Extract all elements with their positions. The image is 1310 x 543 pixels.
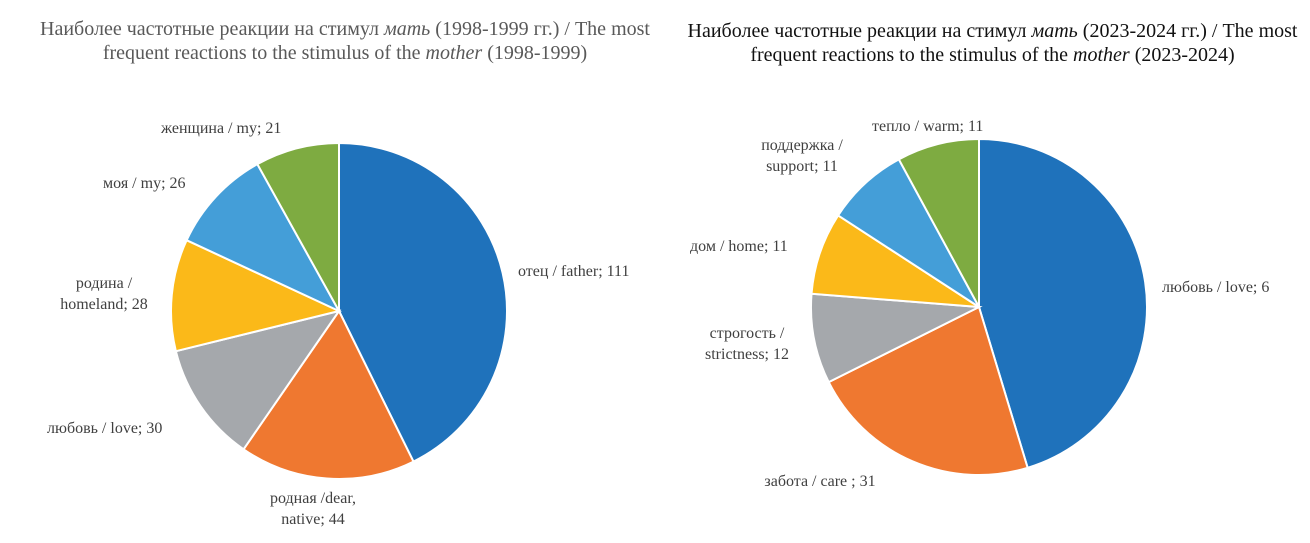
pie-slice [242, 309, 415, 480]
pie-slice [170, 238, 342, 353]
pie-slice [338, 141, 508, 463]
chart-title-2023: Наиболее частотные реакции на стимул мат… [685, 19, 1300, 67]
slice-label: забота / care ; 31 [764, 473, 875, 490]
slice-label: моя / my; 26 [103, 175, 186, 192]
pie-chart-2023: любовь / love; 6 забота / care ; 31 строго… [690, 118, 1269, 490]
pie-slice [978, 137, 1148, 470]
chart-title-part: мать [383, 18, 431, 40]
slice-label-line: strictness; 12 [705, 346, 789, 363]
pie-slice [810, 292, 983, 384]
chart-title-part: Наиболее частотные реакции на стимул [40, 18, 384, 40]
slice-label-line: тепло / warm; 11 [872, 118, 983, 135]
chart-panel-2023: Наиболее частотные реакции на стимул мат… [680, 0, 1310, 543]
slice-label-line: homeland; 28 [60, 296, 148, 313]
slice-label: строгость / strictness; 12 [705, 325, 789, 363]
pie-slice [897, 137, 980, 308]
slice-label-line: любовь / love; 30 [47, 420, 162, 437]
slice-label-line: support; 11 [766, 158, 838, 175]
chart-title-1998: Наиболее частотные реакции на стимул мат… [20, 17, 670, 65]
chart-title-part: Наиболее частотные реакции на стимул [687, 20, 1032, 42]
slice-label: родина / homeland; 28 [60, 275, 148, 313]
chart-title-part: mother [1073, 44, 1130, 66]
slice-label: любовь / love; 30 [47, 420, 162, 437]
slice-label-line: отец / father; 111 [518, 263, 629, 280]
chart-title-part: (2023-2024 гг.) / The most frequent reac… [750, 20, 1298, 66]
chart-panel-1998: Наиболее частотные реакции на стимул мат… [20, 17, 670, 528]
slice-label-line: поддержка / [761, 137, 843, 154]
slice-label-line: родная /dear, [270, 490, 356, 507]
pie-chart-1998: отец / father; 111 родная /dear, native; 4… [47, 120, 629, 528]
pie-slice [255, 141, 340, 315]
slice-label: родная /dear, native; 44 [270, 490, 356, 528]
chart-title-part: мать [1031, 20, 1078, 42]
slice-label-line: строгость / [710, 325, 785, 342]
slice-label: отец / father; 111 [518, 263, 629, 280]
slice-label: любовь / love; 6 [1162, 279, 1269, 296]
chart-title-part: (1998-1999 гг.) / The most frequent reac… [102, 18, 650, 64]
slice-label-line: дом / home; 11 [690, 238, 788, 255]
slice-label: тепло / warm; 11 [872, 118, 983, 135]
chart-title-part: (1998-1999) [482, 42, 588, 64]
slice-label: дом / home; 11 [690, 238, 788, 255]
pie-slice [185, 162, 342, 314]
chart-title-part: mother [425, 42, 483, 64]
slice-label-line: женщина / my; 21 [160, 120, 281, 137]
slice-label: поддержка / support; 11 [761, 137, 843, 175]
slice-label-line: любовь / love; 6 [1162, 279, 1269, 296]
pie-slice [174, 309, 342, 451]
slice-label-line: забота / care ; 31 [764, 473, 875, 490]
chart-title-part: (2023-2024) [1129, 44, 1235, 66]
slice-label-line: родина / [76, 275, 133, 292]
slice-label-line: моя / my; 26 [103, 175, 186, 192]
slice-label-line: native; 44 [281, 511, 345, 528]
pie-slice [827, 305, 1029, 476]
slice-label: женщина / my; 21 [160, 120, 281, 137]
